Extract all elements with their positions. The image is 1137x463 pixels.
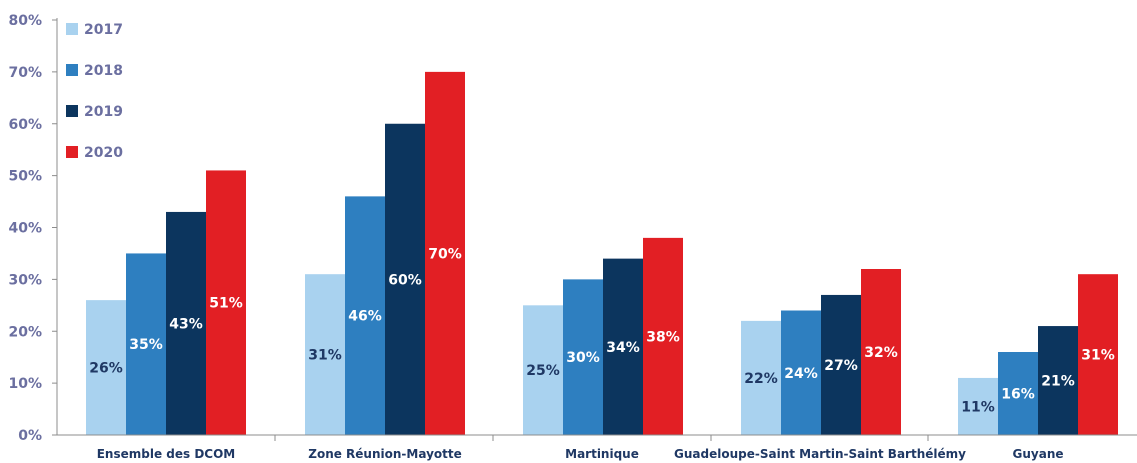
bar-2017	[741, 320, 781, 435]
bar-2017	[86, 300, 126, 435]
bars	[86, 71, 1118, 435]
y-axis: 0% 10% 20% 30% 40% 50% 60% 70% 80%	[8, 13, 58, 444]
bar-2017	[958, 377, 998, 435]
data-label: 70%	[428, 246, 462, 262]
data-label: 38%	[646, 329, 680, 345]
data-label: 22%	[744, 371, 778, 387]
bar-2019	[385, 123, 425, 435]
data-label: 31%	[1081, 348, 1115, 364]
data-label: 31%	[308, 348, 342, 364]
data-labels: 26% 31% 25% 22% 11% 35% 46% 30% 24% 16% 43% 60% 34% 2…	[89, 246, 1115, 415]
bar-2018	[345, 196, 385, 435]
y-tick-label: 10%	[8, 376, 42, 392]
bar-2020	[1078, 274, 1118, 435]
y-tick-label: 60%	[8, 117, 42, 133]
x-tick-label: Zone Réunion-Mayotte	[308, 447, 462, 461]
legend-swatch-2018	[66, 64, 78, 76]
legend-swatch-2020	[66, 146, 78, 158]
bar-2020	[425, 71, 465, 435]
legend-swatch-2017	[66, 23, 78, 35]
data-label: 21%	[1041, 374, 1075, 390]
bar-2020	[643, 237, 683, 435]
legend-label: 2019	[84, 104, 123, 120]
data-label: 11%	[961, 399, 995, 415]
y-tick-label: 30%	[8, 272, 42, 288]
data-label: 43%	[169, 316, 203, 332]
y-tick-label: 40%	[8, 221, 42, 237]
data-label: 34%	[606, 340, 640, 356]
data-label: 27%	[824, 358, 858, 374]
legend-swatch-2019	[66, 105, 78, 117]
bar-2019	[1038, 326, 1078, 435]
data-label: 30%	[566, 350, 600, 366]
y-tick-label: 50%	[8, 169, 42, 185]
y-tick-label: 20%	[8, 324, 42, 340]
data-label: 26%	[89, 361, 123, 377]
legend-label: 2020	[84, 145, 123, 161]
data-label: 35%	[129, 337, 163, 353]
data-label: 25%	[526, 363, 560, 379]
data-label: 16%	[1001, 387, 1035, 403]
data-label: 60%	[388, 272, 422, 288]
x-axis: Ensemble des DCOM Zone Réunion-Mayotte Mar…	[57, 434, 1137, 461]
y-tick-label: 80%	[8, 13, 42, 29]
x-tick-label: Guyane	[1013, 447, 1064, 461]
bar-2017	[523, 305, 563, 435]
y-tick-label: 70%	[8, 65, 42, 81]
bar-2019	[166, 211, 206, 435]
bar-2018	[126, 253, 166, 435]
data-label: 32%	[864, 345, 898, 361]
data-label: 51%	[209, 296, 243, 312]
legend-label: 2017	[84, 22, 123, 38]
bar-2017	[305, 274, 345, 435]
bar-2020	[861, 269, 901, 435]
legend-label: 2018	[84, 63, 123, 79]
bar-2018	[563, 279, 603, 435]
bar-2018	[998, 352, 1038, 435]
x-tick-label: Ensemble des DCOM	[97, 447, 236, 461]
bar-2018	[781, 310, 821, 435]
bar-2020	[206, 170, 246, 435]
data-label: 46%	[348, 309, 382, 325]
x-tick-label: Martinique	[565, 447, 639, 461]
x-tick-label: Guadeloupe-Saint Martin-Saint Barthélémy	[674, 447, 966, 461]
legend: 2017 2018 2019 2020	[66, 22, 123, 161]
bar-2019	[821, 294, 861, 435]
y-tick-label: 0%	[18, 428, 42, 444]
bar-2019	[603, 258, 643, 435]
data-label: 24%	[784, 366, 818, 382]
